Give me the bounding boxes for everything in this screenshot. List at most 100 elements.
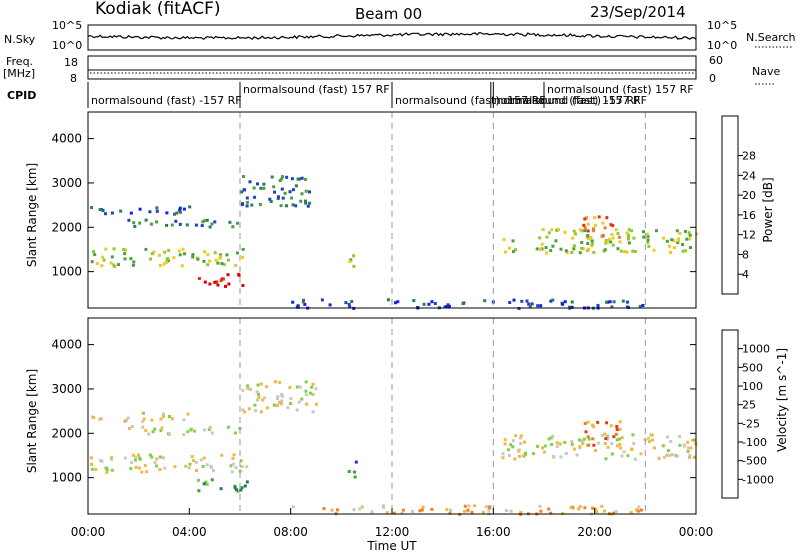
echo-cell (612, 300, 616, 304)
echo-cell (536, 304, 540, 308)
echo-cell (501, 452, 505, 456)
echo-cell (574, 232, 577, 236)
echo-cell (647, 244, 651, 248)
echo-cell (129, 467, 133, 470)
echo-cell (612, 435, 616, 439)
echo-cell (94, 467, 98, 471)
echo-cell (248, 387, 252, 391)
echo-cell (606, 437, 610, 441)
echo-cell (386, 298, 390, 302)
echo-cell (608, 237, 611, 241)
echo-cell (308, 201, 312, 205)
echo-cell (201, 220, 205, 224)
echo-cell (666, 435, 670, 439)
echo-cell (104, 466, 108, 470)
echo-cell (276, 197, 280, 201)
echo-cell (539, 304, 543, 308)
echo-cell (611, 224, 615, 227)
echo-cell (676, 454, 679, 458)
echo-cell (133, 224, 137, 228)
echo-cell (606, 445, 610, 449)
echo-cell (138, 221, 142, 225)
y-tick-label: 3000 (51, 382, 82, 396)
echo-cell (276, 397, 279, 400)
echo-cell (538, 236, 542, 240)
echo-cell (625, 231, 629, 235)
echo-cell (667, 244, 671, 248)
echo-cell (614, 228, 618, 232)
echo-cell (208, 425, 212, 429)
echo-cell (535, 247, 539, 251)
echo-cell (245, 204, 249, 208)
echo-cell (256, 182, 259, 186)
echo-cell (330, 508, 334, 512)
echo-cell (237, 273, 241, 277)
echo-cell (630, 229, 633, 233)
echo-cell (291, 505, 295, 509)
echo-cell (581, 247, 585, 251)
echo-cell (102, 258, 106, 262)
echo-cell (614, 432, 618, 436)
echo-cell (353, 470, 357, 474)
echo-cell (590, 239, 594, 243)
echo-cell (580, 241, 584, 244)
echo-cell (519, 434, 523, 438)
echo-cell (344, 301, 348, 305)
echo-cell (616, 247, 620, 251)
echo-cell (352, 264, 356, 268)
echo-cell (295, 385, 299, 389)
echo-cell (130, 461, 134, 465)
echo-cell (278, 179, 282, 182)
echo-cell (627, 241, 631, 245)
echo-cell (587, 437, 591, 441)
echo-cell (236, 490, 240, 494)
echo-cell (626, 300, 629, 304)
nsky-panel: N.Sky 10^5 10^0 10^5 10^0 N.Search (4, 19, 796, 52)
echo-cell (551, 244, 555, 248)
echo-cell (158, 468, 162, 471)
echo-cell (590, 244, 594, 248)
echo-cell (541, 228, 545, 232)
echo-cell (603, 432, 607, 436)
echo-cell (617, 235, 621, 239)
echo-cell (134, 455, 138, 459)
echo-cell (557, 228, 560, 231)
echo-cell (466, 508, 470, 512)
echo-cell (611, 236, 615, 240)
echo-cell (300, 192, 304, 196)
echo-cell (675, 229, 679, 233)
colorbar-tick-label: 1000 (742, 343, 770, 356)
echo-cell (253, 195, 257, 199)
echo-cell (297, 400, 301, 404)
echo-cell (665, 239, 669, 243)
echo-cell (310, 385, 314, 389)
echo-cell (600, 433, 604, 437)
echo-cell (155, 457, 159, 461)
x-tick-label: 04:00 (172, 525, 207, 539)
echo-cell (530, 302, 534, 306)
cpid-segment-label: normalsound (fast) 157 RF (243, 83, 390, 96)
echo-cell (502, 238, 506, 242)
echo-cell (590, 242, 594, 246)
cpid-segment-label: normalsound (fast) -157 RF (395, 94, 546, 107)
echo-cell (279, 204, 283, 208)
echo-cell (235, 488, 239, 492)
echo-cell (554, 239, 558, 243)
echo-cell (303, 177, 307, 181)
echo-cell (167, 248, 171, 252)
echo-cell (256, 398, 259, 402)
echo-cell (600, 234, 604, 238)
echo-cell (580, 229, 584, 233)
echo-cell (209, 466, 213, 469)
echo-cell (655, 229, 658, 233)
echo-cell (448, 511, 452, 515)
echo-cell (233, 431, 237, 435)
cpid-segment-label: normalsound (fast) -157 RF (91, 94, 242, 107)
echo-cell (601, 221, 605, 225)
echo-cell (164, 260, 168, 264)
echo-cell (219, 255, 223, 259)
echo-cell (202, 219, 206, 223)
echo-cell (646, 240, 650, 244)
echo-cell (672, 246, 676, 250)
